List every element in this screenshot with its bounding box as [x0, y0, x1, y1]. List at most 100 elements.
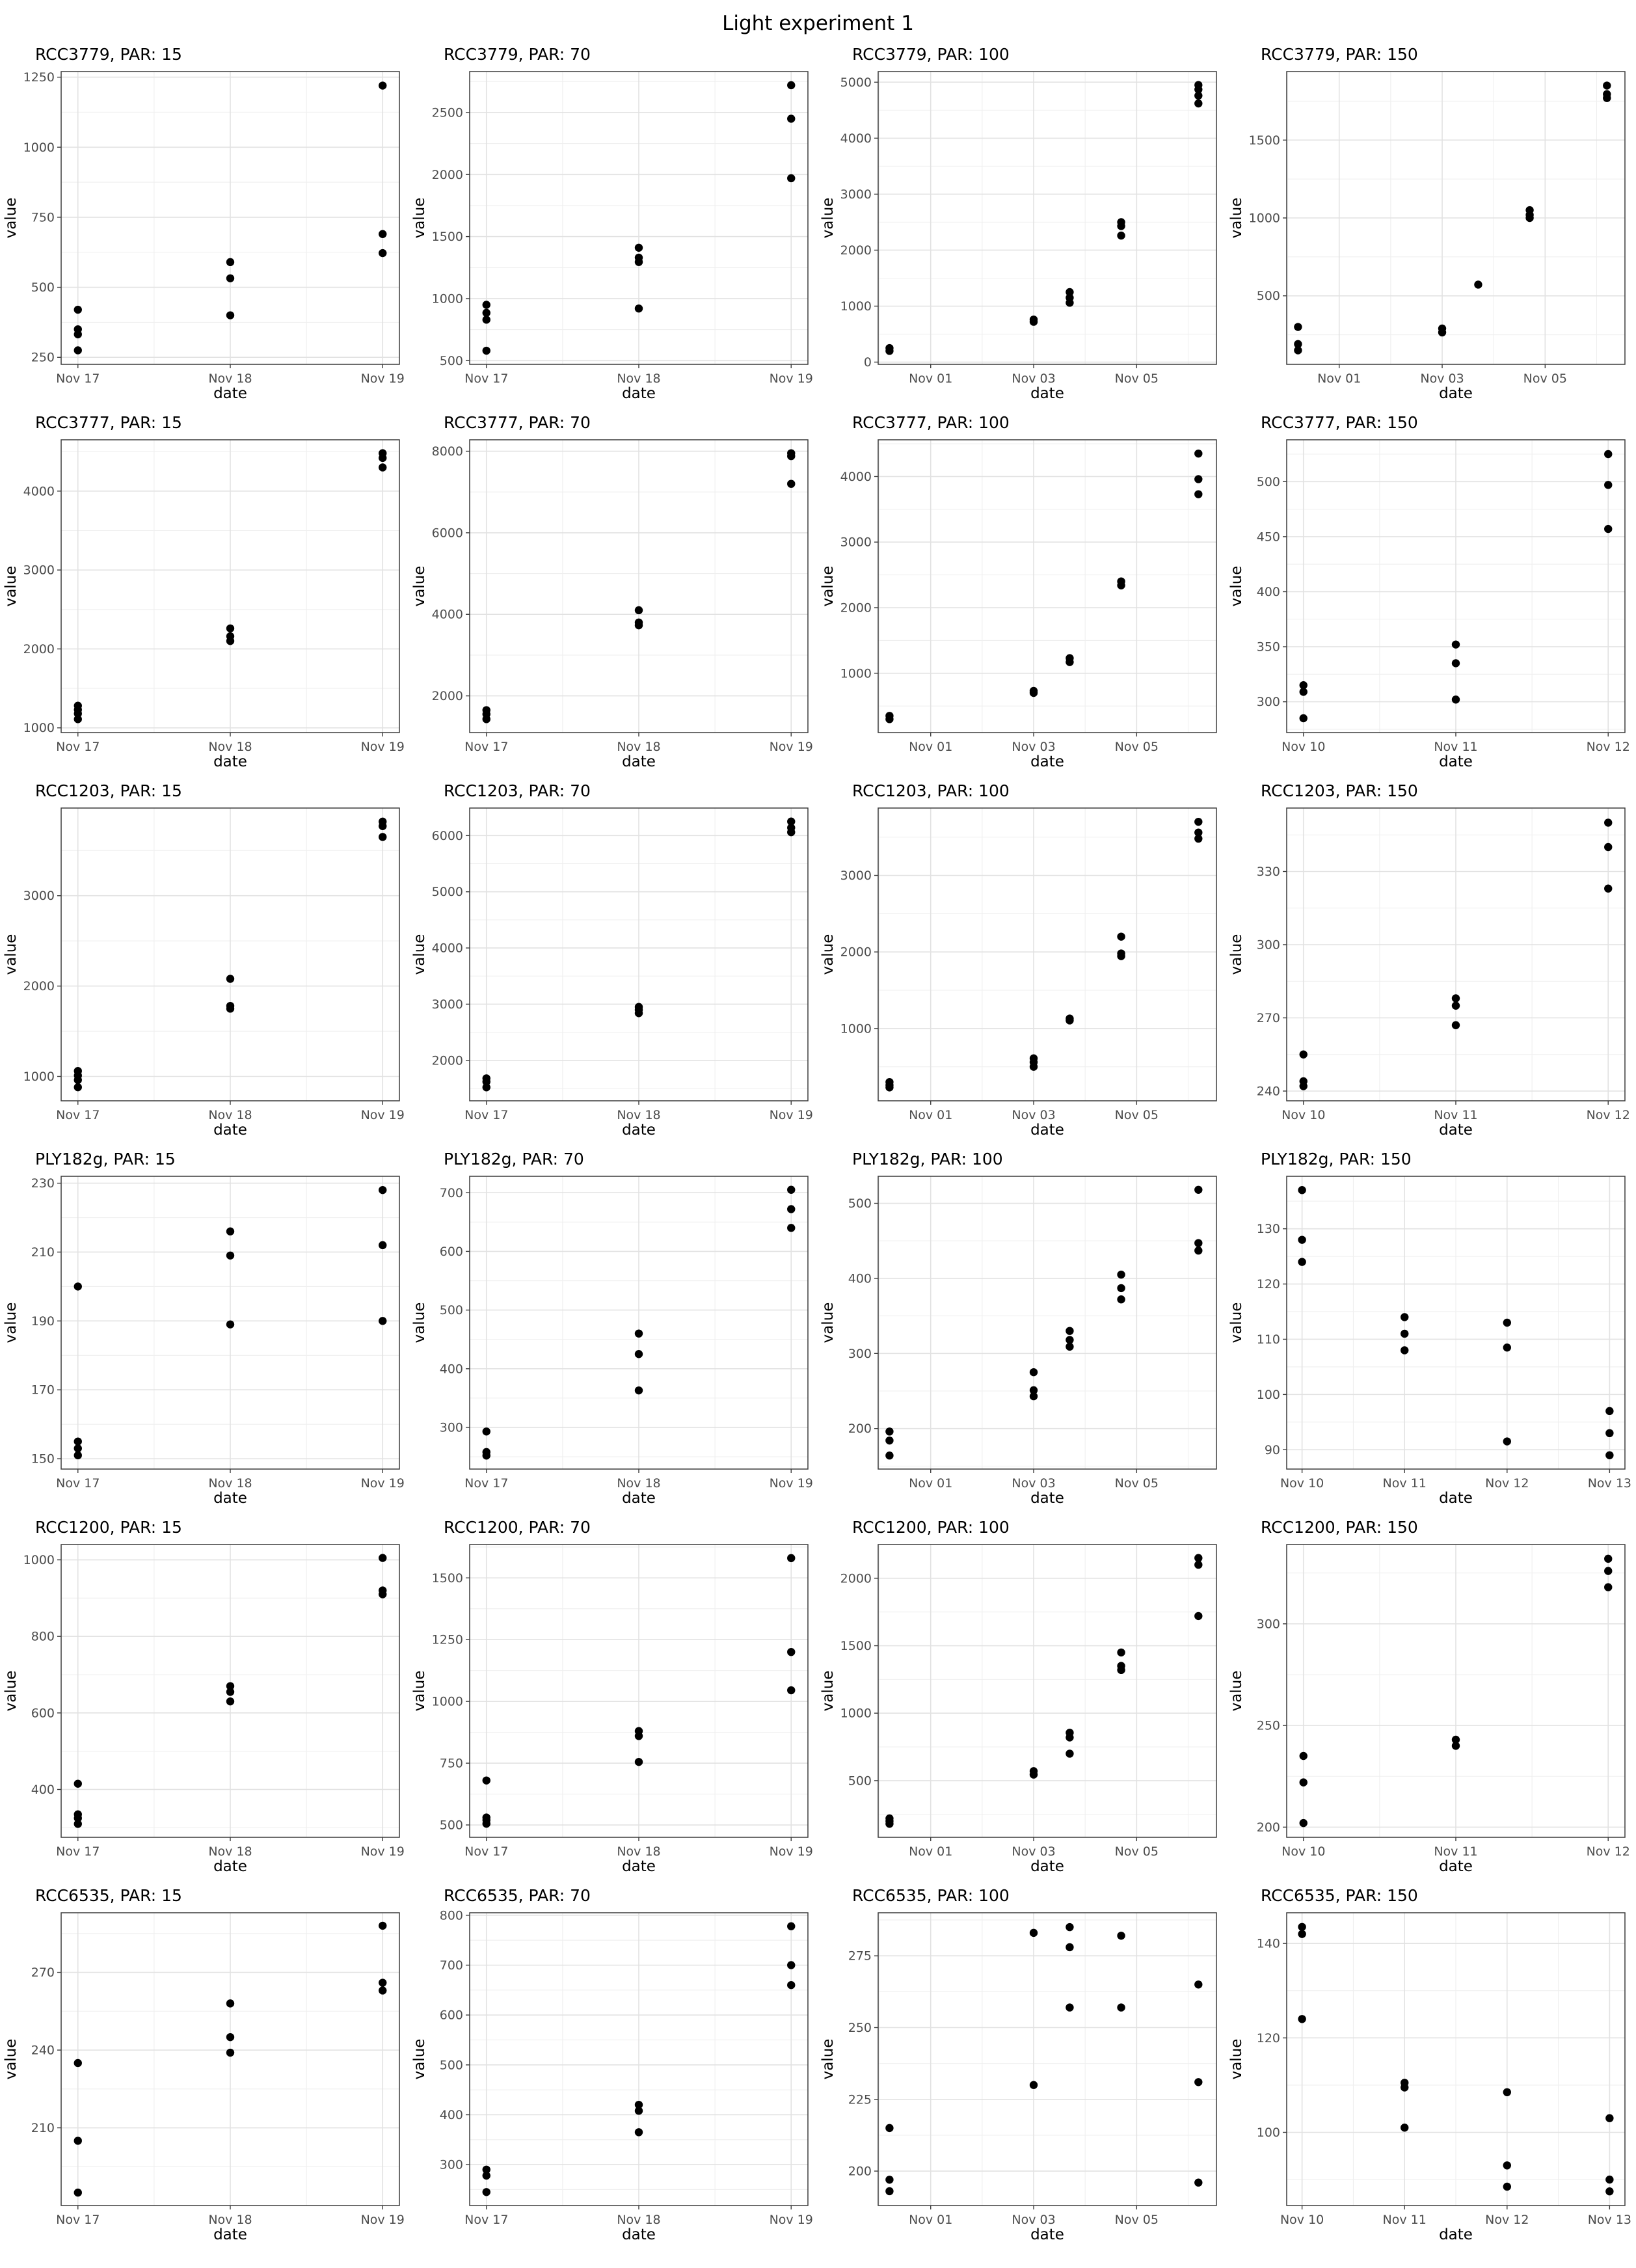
y-tick-label: 3000: [840, 869, 871, 883]
data-point: [1029, 1928, 1038, 1937]
y-tick-label: 600: [31, 1706, 54, 1720]
y-tick-label: 2000: [840, 1571, 871, 1586]
data-point: [1116, 1270, 1125, 1279]
data-point: [1029, 1062, 1038, 1071]
subplot-title: RCC6535, PAR: 70: [444, 1886, 591, 1905]
y-tick-label: 300: [848, 1347, 871, 1361]
subplot-title: RCC3777, PAR: 70: [444, 413, 591, 432]
y-tick-label: 210: [31, 1245, 54, 1260]
y-tick-label: 2500: [431, 105, 463, 120]
subplot-title: RCC3777, PAR: 100: [852, 413, 1010, 432]
subplot: Nov 10 Nov 11 Nov 12 Nov 13 90 100 110 120 130 da…: [1227, 1145, 1635, 1513]
data-point: [482, 715, 490, 723]
data-point: [226, 2032, 234, 2042]
subplot-title: PLY182g, PAR: 150: [1261, 1150, 1412, 1168]
data-point: [226, 637, 234, 645]
data-point: [786, 1980, 795, 1990]
data-point: [1602, 81, 1611, 90]
x-tick-label: Nov 19: [360, 1108, 404, 1122]
data-point: [1194, 817, 1202, 826]
data-point: [1451, 1735, 1460, 1744]
data-point: [1400, 1329, 1408, 1338]
panel: [878, 1913, 1216, 2206]
data-point: [226, 1005, 234, 1013]
x-tick-label: Nov 17: [56, 1844, 100, 1859]
subplot-canvas: Nov 17 Nov 18 Nov 19 1000 2000 3000 date value R…: [3, 781, 405, 1139]
data-point: [1451, 659, 1460, 668]
data-point: [634, 258, 643, 266]
data-point: [1194, 1185, 1202, 1194]
data-point: [1438, 328, 1446, 337]
data-point: [1503, 1437, 1511, 1446]
y-axis-label: value: [1228, 566, 1245, 607]
y-tick-label: 4000: [431, 941, 463, 956]
x-tick-label: Nov 18: [208, 1844, 252, 1859]
data-point: [885, 1820, 894, 1828]
x-tick-label: Nov 17: [464, 740, 508, 754]
y-tick-label: 1500: [840, 1639, 871, 1653]
subplot: Nov 01 Nov 03 Nov 05 500 1000 1500 date value RC…: [1227, 40, 1635, 409]
y-tick-label: 100: [1256, 2126, 1280, 2140]
y-tick-label: 4000: [840, 131, 871, 146]
x-tick-label: Nov 19: [769, 740, 812, 754]
y-tick-label: 800: [31, 1630, 54, 1644]
data-point: [1603, 450, 1612, 459]
data-point: [1065, 2003, 1074, 2012]
data-point: [885, 347, 894, 355]
x-tick-label: Nov 17: [464, 2213, 508, 2227]
y-tick-label: 150: [31, 1452, 54, 1466]
data-point: [1605, 1429, 1614, 1438]
y-tick-label: 350: [1256, 640, 1280, 655]
data-point: [482, 316, 490, 324]
x-tick-label: Nov 17: [464, 1108, 508, 1122]
panel-border: [877, 1912, 1217, 2206]
data-point: [1400, 2124, 1408, 2132]
subplot-canvas: Nov 01 Nov 03 Nov 05 200 300 400 500 date value P…: [820, 1150, 1217, 1507]
x-tick-label: Nov 18: [208, 1108, 252, 1122]
data-point: [1116, 1648, 1125, 1657]
x-tick-label: Nov 01: [909, 1476, 952, 1491]
data-point: [1194, 2178, 1202, 2187]
x-tick-label: Nov 01: [909, 1108, 952, 1122]
y-tick-label: 100: [1256, 1388, 1280, 1402]
x-axis-label: date: [1439, 753, 1473, 770]
subplot-title: RCC1200, PAR: 150: [1261, 1518, 1418, 1537]
panel-border: [877, 71, 1217, 365]
data-point: [482, 1819, 490, 1828]
x-axis-label: date: [213, 1858, 247, 1875]
subplot-canvas: Nov 17 Nov 18 Nov 19 2000 3000 4000 5000 6000 da…: [411, 781, 813, 1139]
y-tick-label: 200: [1256, 1820, 1280, 1835]
data-point: [226, 258, 234, 267]
data-point: [1116, 1284, 1125, 1293]
data-point: [74, 1282, 82, 1291]
data-point: [226, 1697, 234, 1706]
subplot-title: PLY182g, PAR: 100: [852, 1150, 1003, 1168]
data-point: [482, 1083, 490, 1092]
subplot-canvas: Nov 10 Nov 11 Nov 12 300 350 400 450 500 date val…: [1228, 413, 1630, 770]
y-axis-label: value: [820, 2039, 837, 2080]
subplot-title: RCC3777, PAR: 150: [1261, 413, 1418, 432]
y-tick-label: 600: [439, 1245, 463, 1259]
data-point: [1065, 1336, 1074, 1344]
x-tick-label: Nov 19: [769, 1844, 812, 1859]
x-tick-label: Nov 18: [617, 1476, 660, 1491]
data-point: [226, 1320, 234, 1329]
subplot-title: RCC6535, PAR: 15: [35, 1886, 182, 1905]
data-point: [1116, 952, 1125, 960]
data-point: [74, 2059, 82, 2068]
y-tick-label: 1000: [23, 141, 54, 155]
x-axis-label: date: [1030, 1490, 1064, 1507]
x-tick-label: Nov 05: [1114, 371, 1158, 386]
x-tick-label: Nov 19: [769, 371, 812, 386]
data-point: [1194, 834, 1202, 843]
subplot: Nov 17 Nov 18 Nov 19 250 500 750 1000 1250 date v…: [1, 40, 410, 409]
data-point: [885, 1436, 894, 1445]
x-axis-label: date: [1030, 385, 1064, 402]
data-point: [378, 1978, 386, 1987]
data-point: [1603, 843, 1612, 852]
subplot: Nov 17 Nov 18 Nov 19 2000 3000 4000 5000 6000 da…: [410, 777, 818, 1145]
panel-border: [1285, 1912, 1626, 2206]
data-point: [482, 1427, 490, 1436]
x-tick-label: Nov 17: [464, 1844, 508, 1859]
subplot: Nov 01 Nov 03 Nov 05 200 300 400 500 date value P…: [818, 1145, 1227, 1513]
